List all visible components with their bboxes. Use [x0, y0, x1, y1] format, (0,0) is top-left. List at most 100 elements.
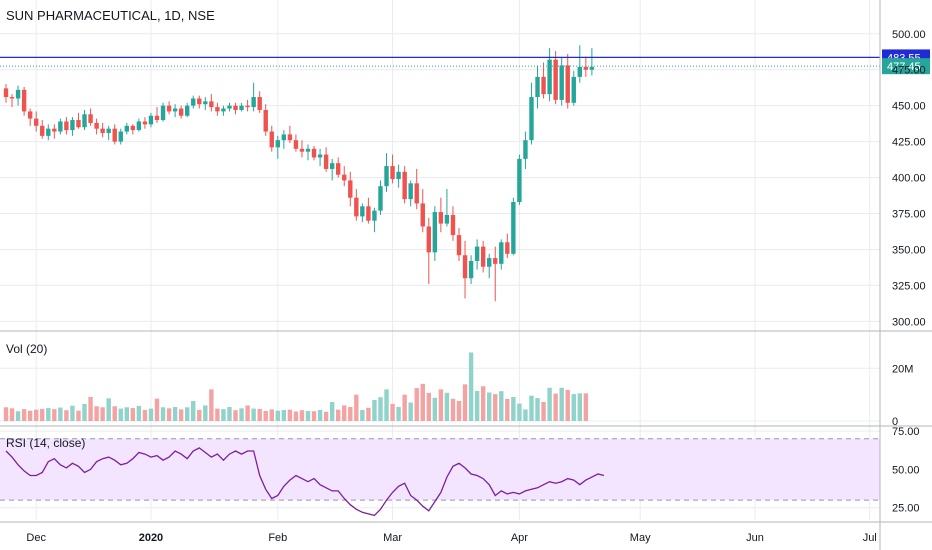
candle-body: [329, 163, 335, 169]
volume-bar: [535, 398, 540, 421]
volume-bar: [166, 408, 172, 421]
x-tick-label: May: [630, 532, 651, 544]
volume-bar: [444, 392, 450, 421]
price-candles: [3, 45, 595, 302]
x-tick-label: Mar: [383, 532, 402, 544]
rsi-tick-label: 50.00: [892, 464, 920, 476]
volume-bar: [106, 398, 111, 421]
candle-body: [517, 158, 522, 203]
volume-bar: [487, 392, 492, 421]
volume-bar: [197, 409, 202, 421]
candle-body: [505, 242, 510, 254]
candle-body: [106, 128, 111, 133]
candle-body: [281, 134, 287, 141]
candle-body: [203, 101, 208, 105]
candle-body: [414, 183, 419, 204]
candle-body: [450, 214, 456, 236]
candle-body: [311, 148, 317, 158]
candle-body: [323, 154, 329, 169]
x-tick-label: Dec: [26, 532, 46, 544]
volume-bar: [577, 393, 582, 421]
volume-bar: [390, 403, 395, 421]
volume-bar: [269, 409, 274, 421]
candle-body: [130, 125, 136, 131]
rsi-pane-label: RSI (14, close): [6, 436, 86, 450]
candle-body: [565, 65, 570, 103]
volume-tick-label: 20M: [892, 363, 913, 375]
candle-body: [305, 148, 311, 152]
candle-body: [148, 115, 154, 125]
candle-body: [317, 154, 323, 158]
candle-body: [342, 174, 347, 181]
volume-bar: [293, 411, 299, 421]
volume-bar: [384, 389, 389, 421]
candle-body: [408, 183, 413, 200]
volume-bar: [46, 408, 51, 421]
volume-bar: [88, 397, 93, 421]
candle-body: [480, 246, 486, 267]
candle-body: [420, 203, 425, 227]
candle-body: [444, 214, 450, 224]
price-lines: 483.55477.45: [0, 49, 930, 75]
last-price-tag: [882, 58, 930, 75]
price-tick-label: 450.00: [892, 101, 926, 113]
volume-bar: [239, 408, 244, 421]
volume-bar: [40, 408, 45, 421]
volume-bar: [505, 398, 510, 421]
rsi-line: [5, 447, 605, 517]
volume-bar: [547, 387, 552, 421]
volume-bar: [263, 410, 268, 421]
candle-body: [529, 97, 534, 141]
candle-body: [589, 66, 595, 70]
candle-body: [178, 108, 184, 116]
candle-body: [354, 197, 359, 217]
price-tick-label: 400.00: [892, 173, 926, 185]
volume-bar: [203, 405, 208, 421]
candle-body: [197, 98, 202, 105]
volume-bar: [100, 407, 105, 421]
candle-body: [299, 148, 305, 152]
volume-bar: [583, 393, 589, 421]
x-tick-label: Feb: [268, 532, 287, 544]
candle-body: [263, 109, 268, 132]
candle-body: [40, 125, 45, 136]
candle-body: [493, 258, 498, 264]
volume-bar: [366, 407, 371, 421]
candle-body: [118, 131, 123, 142]
volume-pane-label: Vol (20): [6, 342, 48, 356]
volume-bar: [3, 407, 9, 421]
volume-bar: [311, 411, 317, 421]
candle-body: [70, 120, 75, 131]
candle-body: [402, 171, 407, 200]
volume-bar: [559, 387, 564, 421]
rsi-band: [0, 438, 880, 501]
volume-bar: [15, 411, 21, 421]
price-tick-label: 350.00: [892, 244, 926, 256]
volume-bar: [76, 410, 81, 421]
volume-bar: [565, 389, 570, 421]
x-tick-label: Apr: [511, 532, 528, 544]
last-price-label: 477.45: [887, 61, 921, 73]
candle-body: [559, 65, 564, 100]
volume-bar: [227, 407, 232, 421]
candle-body: [15, 89, 21, 99]
candle-body: [257, 97, 262, 110]
candle-body: [94, 122, 99, 129]
volume-bar: [348, 407, 353, 421]
volume-bar: [493, 394, 498, 421]
volume-bar: [305, 410, 311, 421]
volume-bar: [342, 405, 347, 421]
volume-bar: [178, 409, 184, 421]
volume-bar: [70, 405, 75, 421]
candle-body: [64, 121, 69, 131]
candle-body: [76, 120, 81, 128]
volume-bar: [523, 409, 528, 421]
volume-bar: [426, 392, 431, 421]
rsi-tick-label: 75.00: [892, 426, 920, 438]
candle-body: [88, 114, 93, 123]
volume-bar: [329, 402, 335, 421]
volume-bar: [287, 409, 293, 421]
volume-bar: [185, 407, 190, 421]
candle-body: [360, 206, 365, 217]
